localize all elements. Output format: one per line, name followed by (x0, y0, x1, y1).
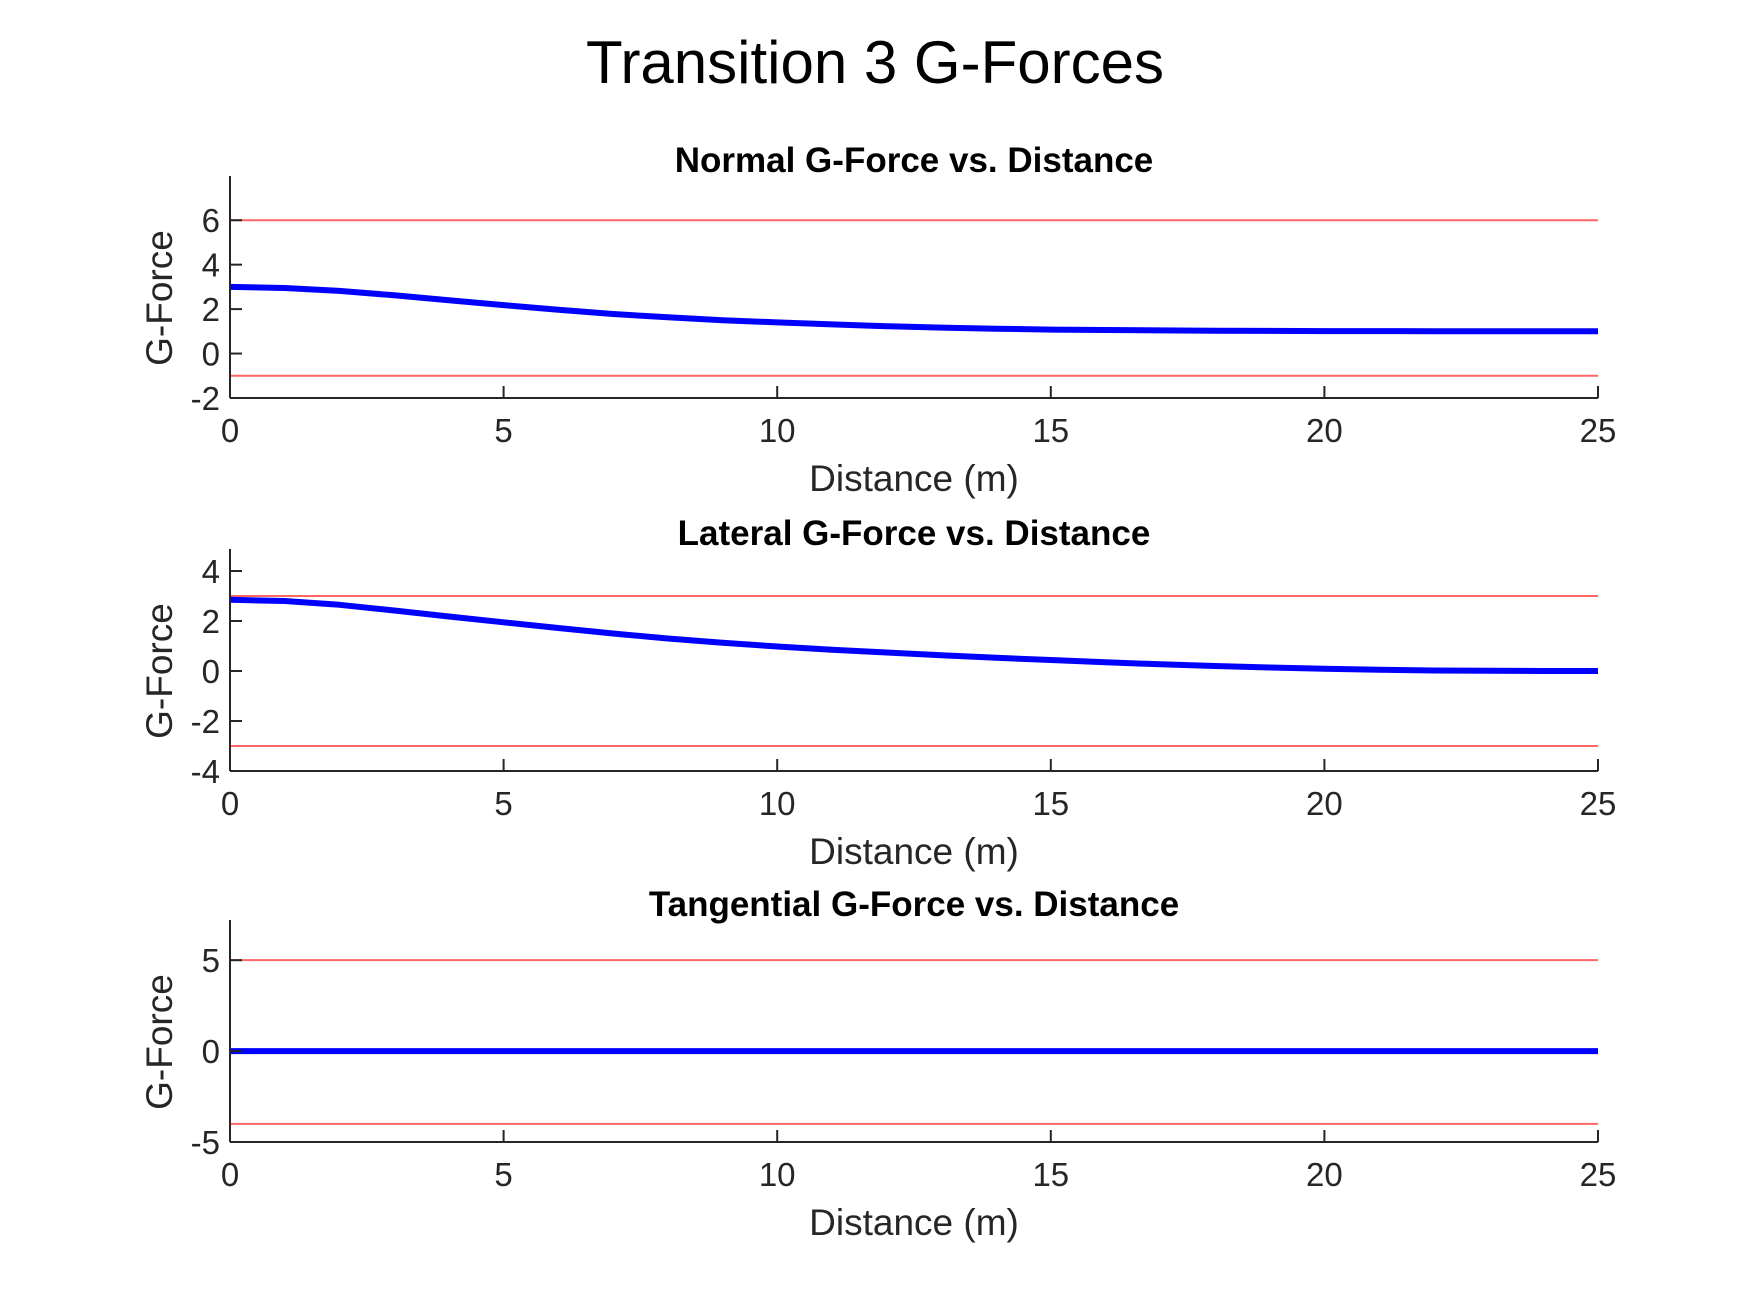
x-axis-label: Distance (m) (809, 831, 1019, 872)
y-tick-label: 0 (202, 653, 220, 690)
y-tick-label: -2 (191, 380, 220, 417)
x-axis-label: Distance (m) (809, 458, 1019, 499)
y-axis-label: G-Force (139, 603, 180, 739)
x-tick-label: 5 (494, 785, 512, 822)
x-tick-label: 15 (1032, 785, 1069, 822)
x-tick-label: 20 (1306, 412, 1343, 449)
y-tick-label: 2 (202, 291, 220, 328)
y-axis-label: G-Force (139, 230, 180, 366)
y-tick-label: 0 (202, 336, 220, 373)
series-line (229, 596, 1598, 674)
x-tick-label: 5 (494, 1156, 512, 1193)
x-tick-label: 25 (1580, 1156, 1617, 1193)
y-tick-label: 2 (202, 603, 220, 640)
x-tick-label: 20 (1306, 1156, 1343, 1193)
y-tick-label: 4 (202, 553, 220, 590)
y-tick-label: -2 (191, 703, 220, 740)
x-tick-label: 25 (1580, 785, 1617, 822)
x-tick-label: 25 (1580, 412, 1617, 449)
subplot-title: Normal G-Force vs. Distance (675, 141, 1154, 180)
x-tick-label: 10 (759, 785, 796, 822)
x-tick-label: 0 (221, 785, 239, 822)
x-tick-label: 0 (221, 412, 239, 449)
y-tick-label: 4 (202, 247, 220, 284)
y-tick-label: 0 (202, 1033, 220, 1070)
x-tick-label: 20 (1306, 785, 1343, 822)
subplot-3: Tangential G-Force vs. Distance 0 5 10 15 20 2… (139, 885, 1616, 1243)
y-tick-label: -5 (191, 1124, 220, 1161)
subplot-title: Lateral G-Force vs. Distance (678, 514, 1151, 553)
y-tick-label: 5 (202, 942, 220, 979)
x-axis-label: Distance (m) (809, 1202, 1019, 1243)
series-line (229, 283, 1598, 335)
subplot-title: Tangential G-Force vs. Distance (649, 885, 1179, 924)
y-tick-label: 6 (202, 202, 220, 239)
x-tick-label: 15 (1032, 412, 1069, 449)
figure-title: Transition 3 G-Forces (586, 29, 1164, 96)
x-tick-label: 15 (1032, 1156, 1069, 1193)
x-tick-label: 10 (759, 1156, 796, 1193)
x-tick-label: 0 (221, 1156, 239, 1193)
y-tick-label: -4 (191, 753, 220, 790)
y-axis-label: G-Force (139, 974, 180, 1110)
x-tick-label: 5 (494, 412, 512, 449)
x-tick-label: 10 (759, 412, 796, 449)
